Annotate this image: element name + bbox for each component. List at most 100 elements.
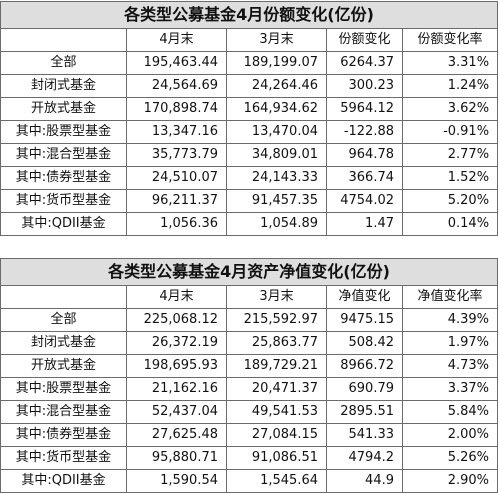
row-label: 其中:债券型基金	[0, 423, 127, 447]
row-label: 其中:QDII基金	[0, 212, 127, 236]
table-title: 各类型公募基金4月份额变化(亿份)	[0, 1, 498, 29]
table-cell: 4.73%	[401, 354, 498, 378]
table-row: 封闭式基金 24,564.69 24,264.46 300.23 1.24%	[0, 74, 498, 98]
table-title-row: 各类型公募基金4月份额变化(亿份)	[0, 1, 498, 29]
table-cell: 541.33	[326, 423, 403, 447]
table-cell: 189,199.07	[226, 51, 327, 75]
table-cell: 9475.15	[326, 308, 403, 332]
column-header: 份额变化率	[401, 28, 498, 52]
row-label: 其中:债券型基金	[0, 166, 127, 190]
table-cell: 5964.12	[326, 97, 403, 121]
table-cell: 24,510.07	[126, 166, 227, 190]
header-row: 4月末 3月末 份额变化 份额变化率	[0, 28, 498, 52]
table-row: 其中:股票型基金 13,347.16 13,470.04 -122.88 -0.91%	[0, 120, 498, 144]
table-cell: 20,471.37	[226, 377, 327, 401]
table-row: 其中:债券型基金 27,625.48 27,084.15 541.33 2.00%	[0, 423, 498, 447]
table-cell: 5.84%	[401, 400, 498, 424]
table-cell: 3.37%	[401, 377, 498, 401]
row-label: 其中:QDII基金	[0, 469, 127, 493]
table-cell: 366.74	[326, 166, 403, 190]
table-cell: 1,056.36	[126, 212, 227, 236]
table-cell: 3.31%	[401, 51, 498, 75]
table-cell: 4754.02	[326, 189, 403, 213]
table-cell: 300.23	[326, 74, 403, 98]
column-header: 净值变化	[326, 285, 403, 309]
table-cell: 13,470.04	[226, 120, 327, 144]
row-label: 其中:货币型基金	[0, 189, 127, 213]
column-header: 净值变化率	[401, 285, 498, 309]
table-cell: 225,068.12	[126, 308, 227, 332]
column-header	[0, 285, 127, 309]
table-cell: 24,264.46	[226, 74, 327, 98]
table-cell: 1.52%	[401, 166, 498, 190]
table-row: 其中:债券型基金 24,510.07 24,143.33 366.74 1.52%	[0, 166, 498, 190]
table-cell: 2.00%	[401, 423, 498, 447]
table-cell: 1.24%	[401, 74, 498, 98]
table-cell: 189,729.21	[226, 354, 327, 378]
table-row: 其中:混合型基金 52,437.04 49,541.53 2895.51 5.84%	[0, 400, 498, 424]
table-cell: -122.88	[326, 120, 403, 144]
table-cell: -0.91%	[401, 120, 498, 144]
table-row: 其中:混合型基金 35,773.79 34,809.01 964.78 2.77%	[0, 143, 498, 167]
table-cell: 1,054.89	[226, 212, 327, 236]
table-cell: 96,211.37	[126, 189, 227, 213]
row-label: 其中:混合型基金	[0, 143, 127, 167]
table-cell: 4.39%	[401, 308, 498, 332]
table-cell: 164,934.62	[226, 97, 327, 121]
table-cell: 2.77%	[401, 143, 498, 167]
table-cell: 1,545.64	[226, 469, 327, 493]
table-cell: 170,898.74	[126, 97, 227, 121]
table-row: 其中:QDII基金 1,056.36 1,054.89 1.47 0.14%	[0, 212, 498, 236]
table-row: 其中:货币型基金 96,211.37 91,457.35 4754.02 5.20%	[0, 189, 498, 213]
table-cell: 8966.72	[326, 354, 403, 378]
table-row: 其中:QDII基金 1,590.54 1,545.64 44.9 2.90%	[0, 469, 498, 493]
table-title: 各类型公募基金4月资产净值变化(亿份)	[0, 258, 498, 286]
table-cell: 52,437.04	[126, 400, 227, 424]
table-cell: 95,880.71	[126, 446, 227, 470]
table-row: 封闭式基金 26,372.19 25,863.77 508.42 1.97%	[0, 331, 498, 355]
table-row: 其中:货币型基金 95,880.71 91,086.51 4794.2 5.26%	[0, 446, 498, 470]
table-cell: 21,162.16	[126, 377, 227, 401]
table-cell: 195,463.44	[126, 51, 227, 75]
row-label: 全部	[0, 51, 127, 75]
table-cell: 215,592.97	[226, 308, 327, 332]
table-row: 全部 195,463.44 189,199.07 6264.37 3.31%	[0, 51, 498, 75]
table-cell: 1.97%	[401, 331, 498, 355]
table-cell: 91,086.51	[226, 446, 327, 470]
table-cell: 2895.51	[326, 400, 403, 424]
table-cell: 690.79	[326, 377, 403, 401]
column-header	[0, 28, 127, 52]
row-label: 全部	[0, 308, 127, 332]
row-label: 其中:货币型基金	[0, 446, 127, 470]
table-row: 其中:股票型基金 21,162.16 20,471.37 690.79 3.37%	[0, 377, 498, 401]
table-cell: 91,457.35	[226, 189, 327, 213]
table-cell: 24,143.33	[226, 166, 327, 190]
share-change-table: 各类型公募基金4月份额变化(亿份) 4月末 3月末 份额变化 份额变化率 全部 195,46…	[0, 1, 498, 236]
table-cell: 2.90%	[401, 469, 498, 493]
table-cell: 508.42	[326, 331, 403, 355]
table-cell: 49,541.53	[226, 400, 327, 424]
table-cell: 964.78	[326, 143, 403, 167]
table-cell: 6264.37	[326, 51, 403, 75]
row-label: 封闭式基金	[0, 331, 127, 355]
table-cell: 1.47	[326, 212, 403, 236]
table-cell: 3.62%	[401, 97, 498, 121]
row-label: 其中:混合型基金	[0, 400, 127, 424]
table-cell: 5.26%	[401, 446, 498, 470]
table-row: 开放式基金 198,695.93 189,729.21 8966.72 4.73%	[0, 354, 498, 378]
table-title-row: 各类型公募基金4月资产净值变化(亿份)	[0, 258, 498, 286]
table-cell: 44.9	[326, 469, 403, 493]
table-cell: 35,773.79	[126, 143, 227, 167]
table-cell: 1,590.54	[126, 469, 227, 493]
row-label: 其中:股票型基金	[0, 377, 127, 401]
column-header: 4月末	[126, 285, 227, 309]
row-label: 封闭式基金	[0, 74, 127, 98]
column-header: 3月末	[226, 285, 327, 309]
table-cell: 34,809.01	[226, 143, 327, 167]
net-asset-change-table: 各类型公募基金4月资产净值变化(亿份) 4月末 3月末 净值变化 净值变化率 全部 225,…	[0, 258, 498, 493]
table-cell: 5.20%	[401, 189, 498, 213]
table-row: 全部 225,068.12 215,592.97 9475.15 4.39%	[0, 308, 498, 332]
table-cell: 13,347.16	[126, 120, 227, 144]
row-label: 开放式基金	[0, 354, 127, 378]
